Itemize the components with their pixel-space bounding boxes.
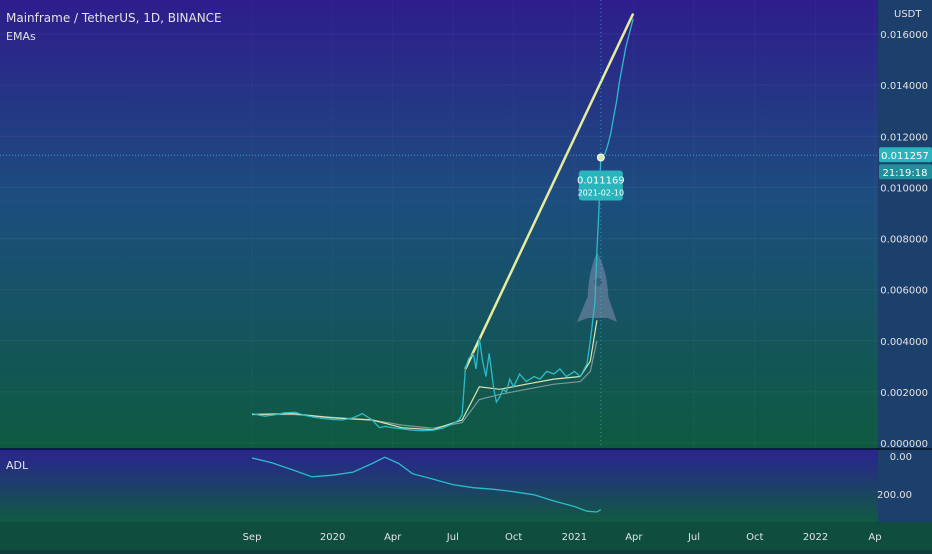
price-marker-value: 0.011169 [577,175,625,186]
time-axis[interactable]: Sep 2020 Apr Jul Oct 2021 Apr Jul Oct 2022 Ap [243,532,882,543]
adl-axis[interactable]: 0.00 200.00 [877,452,912,501]
time-tick-label: 2022 [803,532,828,543]
time-axis-bg [0,522,932,550]
time-tick-label: Jul [446,532,459,543]
price-marker-bg [578,170,623,201]
adl-tick-label: 200.00 [877,490,912,501]
adl-line [251,456,602,513]
last-price-badge-bg [879,147,932,163]
countdown-badge-bg [879,164,932,180]
adl-pane-bg [0,450,878,522]
time-tick-label: Apr [384,532,402,543]
countdown-value: 21:19:18 [883,168,928,179]
grid [0,33,878,444]
indicator-label[interactable]: EMAs [6,30,36,43]
time-tick-label: 2020 [320,532,345,543]
ema-fast-line [251,320,598,431]
price-tick-label: 0.000000 [880,439,928,450]
price-tick-label: 0.010000 [880,183,928,194]
time-tick-label: Jul [687,532,700,543]
time-tick-label: 2021 [562,532,587,543]
last-price-badge: 0.011257 21:19:18 [879,147,932,180]
price-tick-label: 0.008000 [880,235,928,246]
price-tick-label: 0.004000 [880,337,928,348]
rocket-icon [577,252,617,322]
last-price-value: 0.011257 [881,151,929,162]
time-tick-label: Apr [625,532,643,543]
price-tick-label: 0.016000 [880,30,928,41]
time-tick-label: Sep [243,532,262,543]
price-tick-label: 0.002000 [880,388,928,399]
price-tick-label: 0.006000 [880,286,928,297]
price-marker[interactable]: 0.011169 2021-02-10 [577,170,625,201]
time-tick-label: Oct [746,532,763,543]
price-axis[interactable]: 0.016000 0.014000 0.012000 0.010000 0.008000… [880,30,928,450]
adl-label[interactable]: ADL [6,459,29,472]
chart-title: Mainframe / TetherUS, 1D, BINANCE [6,11,222,25]
price-axis-unit: USDT [894,9,922,20]
price-tick-label: 0.014000 [880,81,928,92]
time-tick-label: Oct [505,532,522,543]
trend-line [464,13,635,370]
price-marker-date: 2021-02-10 [578,188,625,197]
marker-point [596,153,605,162]
time-tick-label: Ap [868,532,881,543]
chart-title-group: Mainframe / TetherUS, 1D, BINANCE EMAs A… [6,9,922,472]
main-pane-bg [0,0,878,448]
adl-tick-label: 0.00 [890,452,912,463]
price-tick-label: 0.012000 [880,132,928,143]
price-axis-bg [878,0,932,522]
